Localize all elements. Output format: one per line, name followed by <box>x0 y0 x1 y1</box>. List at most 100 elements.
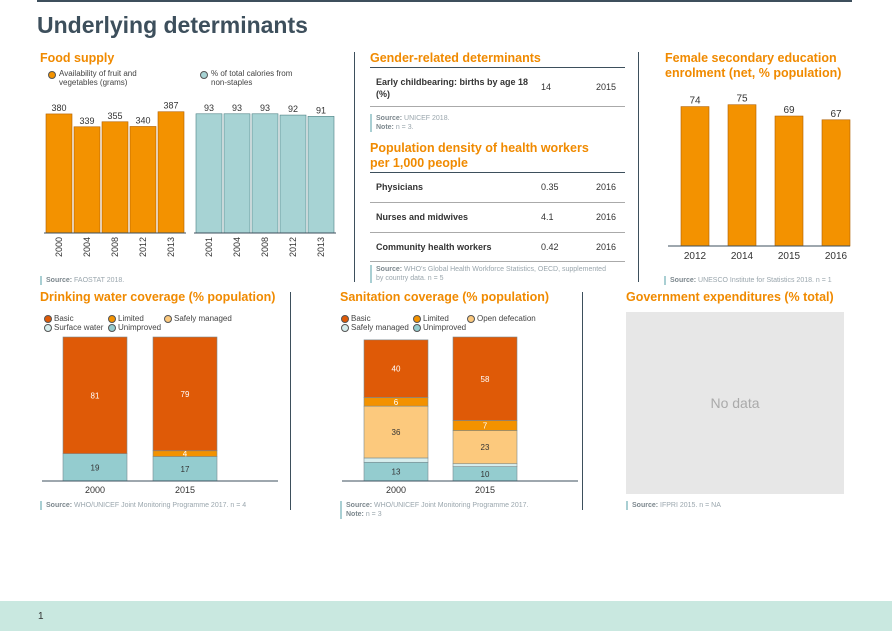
source-text: WHO/UNICEF Joint Monitoring Programme 20… <box>374 502 529 509</box>
stacked-bar-segment <box>452 336 518 421</box>
source-label: Source: <box>670 277 697 284</box>
hw-row-year: 2016 <box>596 212 617 222</box>
bar-value-label: 93 <box>204 103 214 113</box>
gender-row-year: 2015 <box>596 82 617 92</box>
sanitation-source: Source: WHO/UNICEF Joint Monitoring Prog… <box>340 501 586 519</box>
legend-label: Surface water <box>54 323 104 332</box>
segment-value-label: 7 <box>483 422 488 431</box>
note-text: n = 3 <box>365 511 382 518</box>
source-label: Source: <box>346 502 373 509</box>
source-label: Source: <box>46 502 73 509</box>
x-tick-label: 2015 <box>778 251 801 262</box>
hw-row-label: Nurses and midwives <box>376 212 469 222</box>
stacked-bar-segment <box>363 457 429 463</box>
legend-swatch <box>341 314 349 323</box>
health-workers-title: Population density of health workers per… <box>370 141 589 170</box>
female-edu-source: Source: UNESCO Institute for Statistics … <box>664 276 870 285</box>
legend-swatch <box>467 314 475 323</box>
segment-value-label: 36 <box>392 428 401 437</box>
san-legend-unimproved: Unimproved <box>413 323 466 332</box>
legend-calories: % of total calories from non-staples <box>200 69 310 87</box>
gov-exp-title: Government expenditures (% total) <box>626 290 834 304</box>
water-legend-unimproved: Unimproved <box>108 323 161 332</box>
segment-value-label: 81 <box>91 391 100 400</box>
legend-label: Limited <box>423 314 449 323</box>
stacked-bar-segment <box>452 463 518 467</box>
bar <box>45 113 73 234</box>
bar <box>727 104 757 247</box>
bar <box>251 113 279 234</box>
x-tick-label: 2013 <box>166 237 176 257</box>
stacked-bar-segment <box>152 336 218 452</box>
legend-calories-swatch <box>200 71 208 79</box>
x-tick-label: 2001 <box>204 237 214 257</box>
segment-value-label: 23 <box>481 443 490 452</box>
bar-value-label: 75 <box>736 94 748 105</box>
hw-row-label: Community health workers <box>376 242 492 252</box>
water-source: Source: WHO/UNICEF Joint Monitoring Prog… <box>40 501 291 510</box>
food-supply-source: Source: FAOSTAT 2018. <box>40 276 346 285</box>
sanitation-title: Sanitation coverage (% population) <box>340 290 550 304</box>
food-supply-title: Food supply <box>40 51 115 65</box>
source-text: FAOSTAT 2018. <box>74 277 125 284</box>
x-tick-label: 2004 <box>82 237 92 257</box>
san-legend-safely: Safely managed <box>341 323 409 332</box>
san-legend-basic: Basic <box>341 314 371 323</box>
segment-value-label: 6 <box>394 398 399 407</box>
stacked-bar-segment <box>452 430 518 465</box>
source-label: Source: <box>376 266 403 273</box>
legend-fruit-label: Availability of fruit and vegetables (gr… <box>59 69 137 87</box>
stacked-bar-segment <box>62 453 128 482</box>
calories-chart: 93 2001 93 2004 93 2008 92 2012 91 2013 <box>194 103 336 257</box>
legend-swatch <box>44 314 52 323</box>
legend-swatch <box>108 323 116 332</box>
water-chart: 19 81 2000 17 4 79 2015 <box>42 336 278 495</box>
segment-value-label: 13 <box>392 468 401 477</box>
bar-value-label: 67 <box>830 109 842 120</box>
x-tick-label: 2000 <box>386 485 406 495</box>
segment-value-label: 17 <box>181 465 190 474</box>
x-tick-label: 2004 <box>232 237 242 257</box>
fruit-chart: 380 2000 339 2004 355 2008 340 2012 387 2013 <box>44 101 186 257</box>
page-title: Underlying determinants <box>37 12 308 38</box>
segment-value-label: 4 <box>183 450 188 459</box>
gender-source: Source: UNICEF 2018. Note: n = 3. <box>370 114 626 132</box>
source-text: WHO's Global Health Workforce Statistics… <box>376 266 606 282</box>
bar-value-label: 387 <box>163 101 178 111</box>
table-rule <box>370 67 625 68</box>
female-edu-title: Female secondary education enrolment (ne… <box>665 51 842 80</box>
legend-label: Unimproved <box>423 323 467 332</box>
x-tick-label: 2008 <box>110 237 120 257</box>
x-tick-label: 2016 <box>825 251 848 262</box>
hw-row-physicians: Physicians 0.35 2016 <box>376 182 626 196</box>
water-legend-surface: Surface water <box>44 323 103 332</box>
x-tick-label: 2014 <box>731 251 754 262</box>
legend-swatch <box>44 323 52 332</box>
bar-value-label: 93 <box>260 103 270 113</box>
stacked-bar-segment <box>363 405 429 459</box>
top-rule <box>37 0 852 2</box>
gender-row-label: Early childbearing: births by age 18 (%) <box>376 77 529 99</box>
bar <box>223 113 251 234</box>
stacked-bar-segment <box>152 456 218 482</box>
bar <box>279 114 307 234</box>
source-text: UNICEF 2018. <box>404 115 450 122</box>
table-rule <box>370 172 625 173</box>
segment-value-label: 10 <box>481 470 490 479</box>
note-label: Note: <box>376 124 394 131</box>
hw-row-value: 0.42 <box>541 242 559 252</box>
water-legend-basic: Basic <box>44 314 74 323</box>
legend-label: Basic <box>54 314 74 323</box>
bar <box>680 106 710 247</box>
bar-value-label: 355 <box>107 111 122 121</box>
gender-title: Gender-related determinants <box>370 51 541 65</box>
legend-swatch <box>164 314 172 323</box>
legend-label: Safely managed <box>174 314 232 323</box>
hw-row-nurses: Nurses and midwives 4.1 2016 <box>376 212 626 226</box>
note-label: Note: <box>346 511 364 518</box>
stacked-bar-segment <box>62 336 128 454</box>
legend-fruit-swatch <box>48 71 56 79</box>
source-label: Source: <box>632 502 659 509</box>
segment-value-label: 19 <box>91 463 100 472</box>
x-tick-label: 2000 <box>85 485 105 495</box>
